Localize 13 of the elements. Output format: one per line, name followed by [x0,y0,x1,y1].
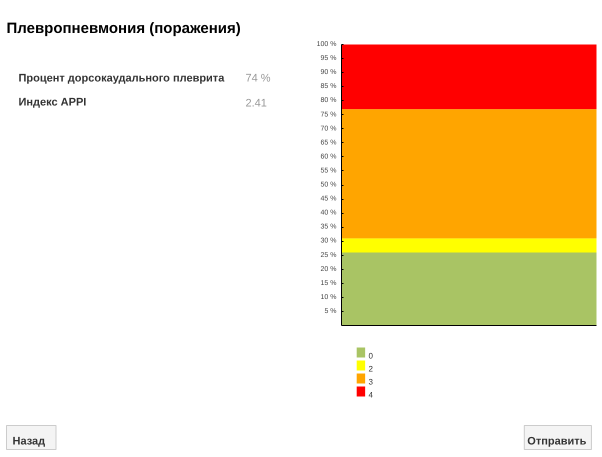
legend-label: 2 [368,364,374,374]
text: Процент дорсокаудального плеврита [18,72,226,84]
bar [342,238,596,252]
legend-label: 0 [368,352,374,360]
text: 2.41 [246,98,267,110]
text: Назад [12,436,46,448]
legend-label: 4 [368,390,374,400]
legend-label: 3 [368,378,374,386]
text: Индекс APPI [18,96,86,108]
text: 74 % [246,72,271,84]
text: Плевропневмония (поражения) [6,20,241,37]
text: Отправить [527,436,587,448]
bar [342,44,596,110]
